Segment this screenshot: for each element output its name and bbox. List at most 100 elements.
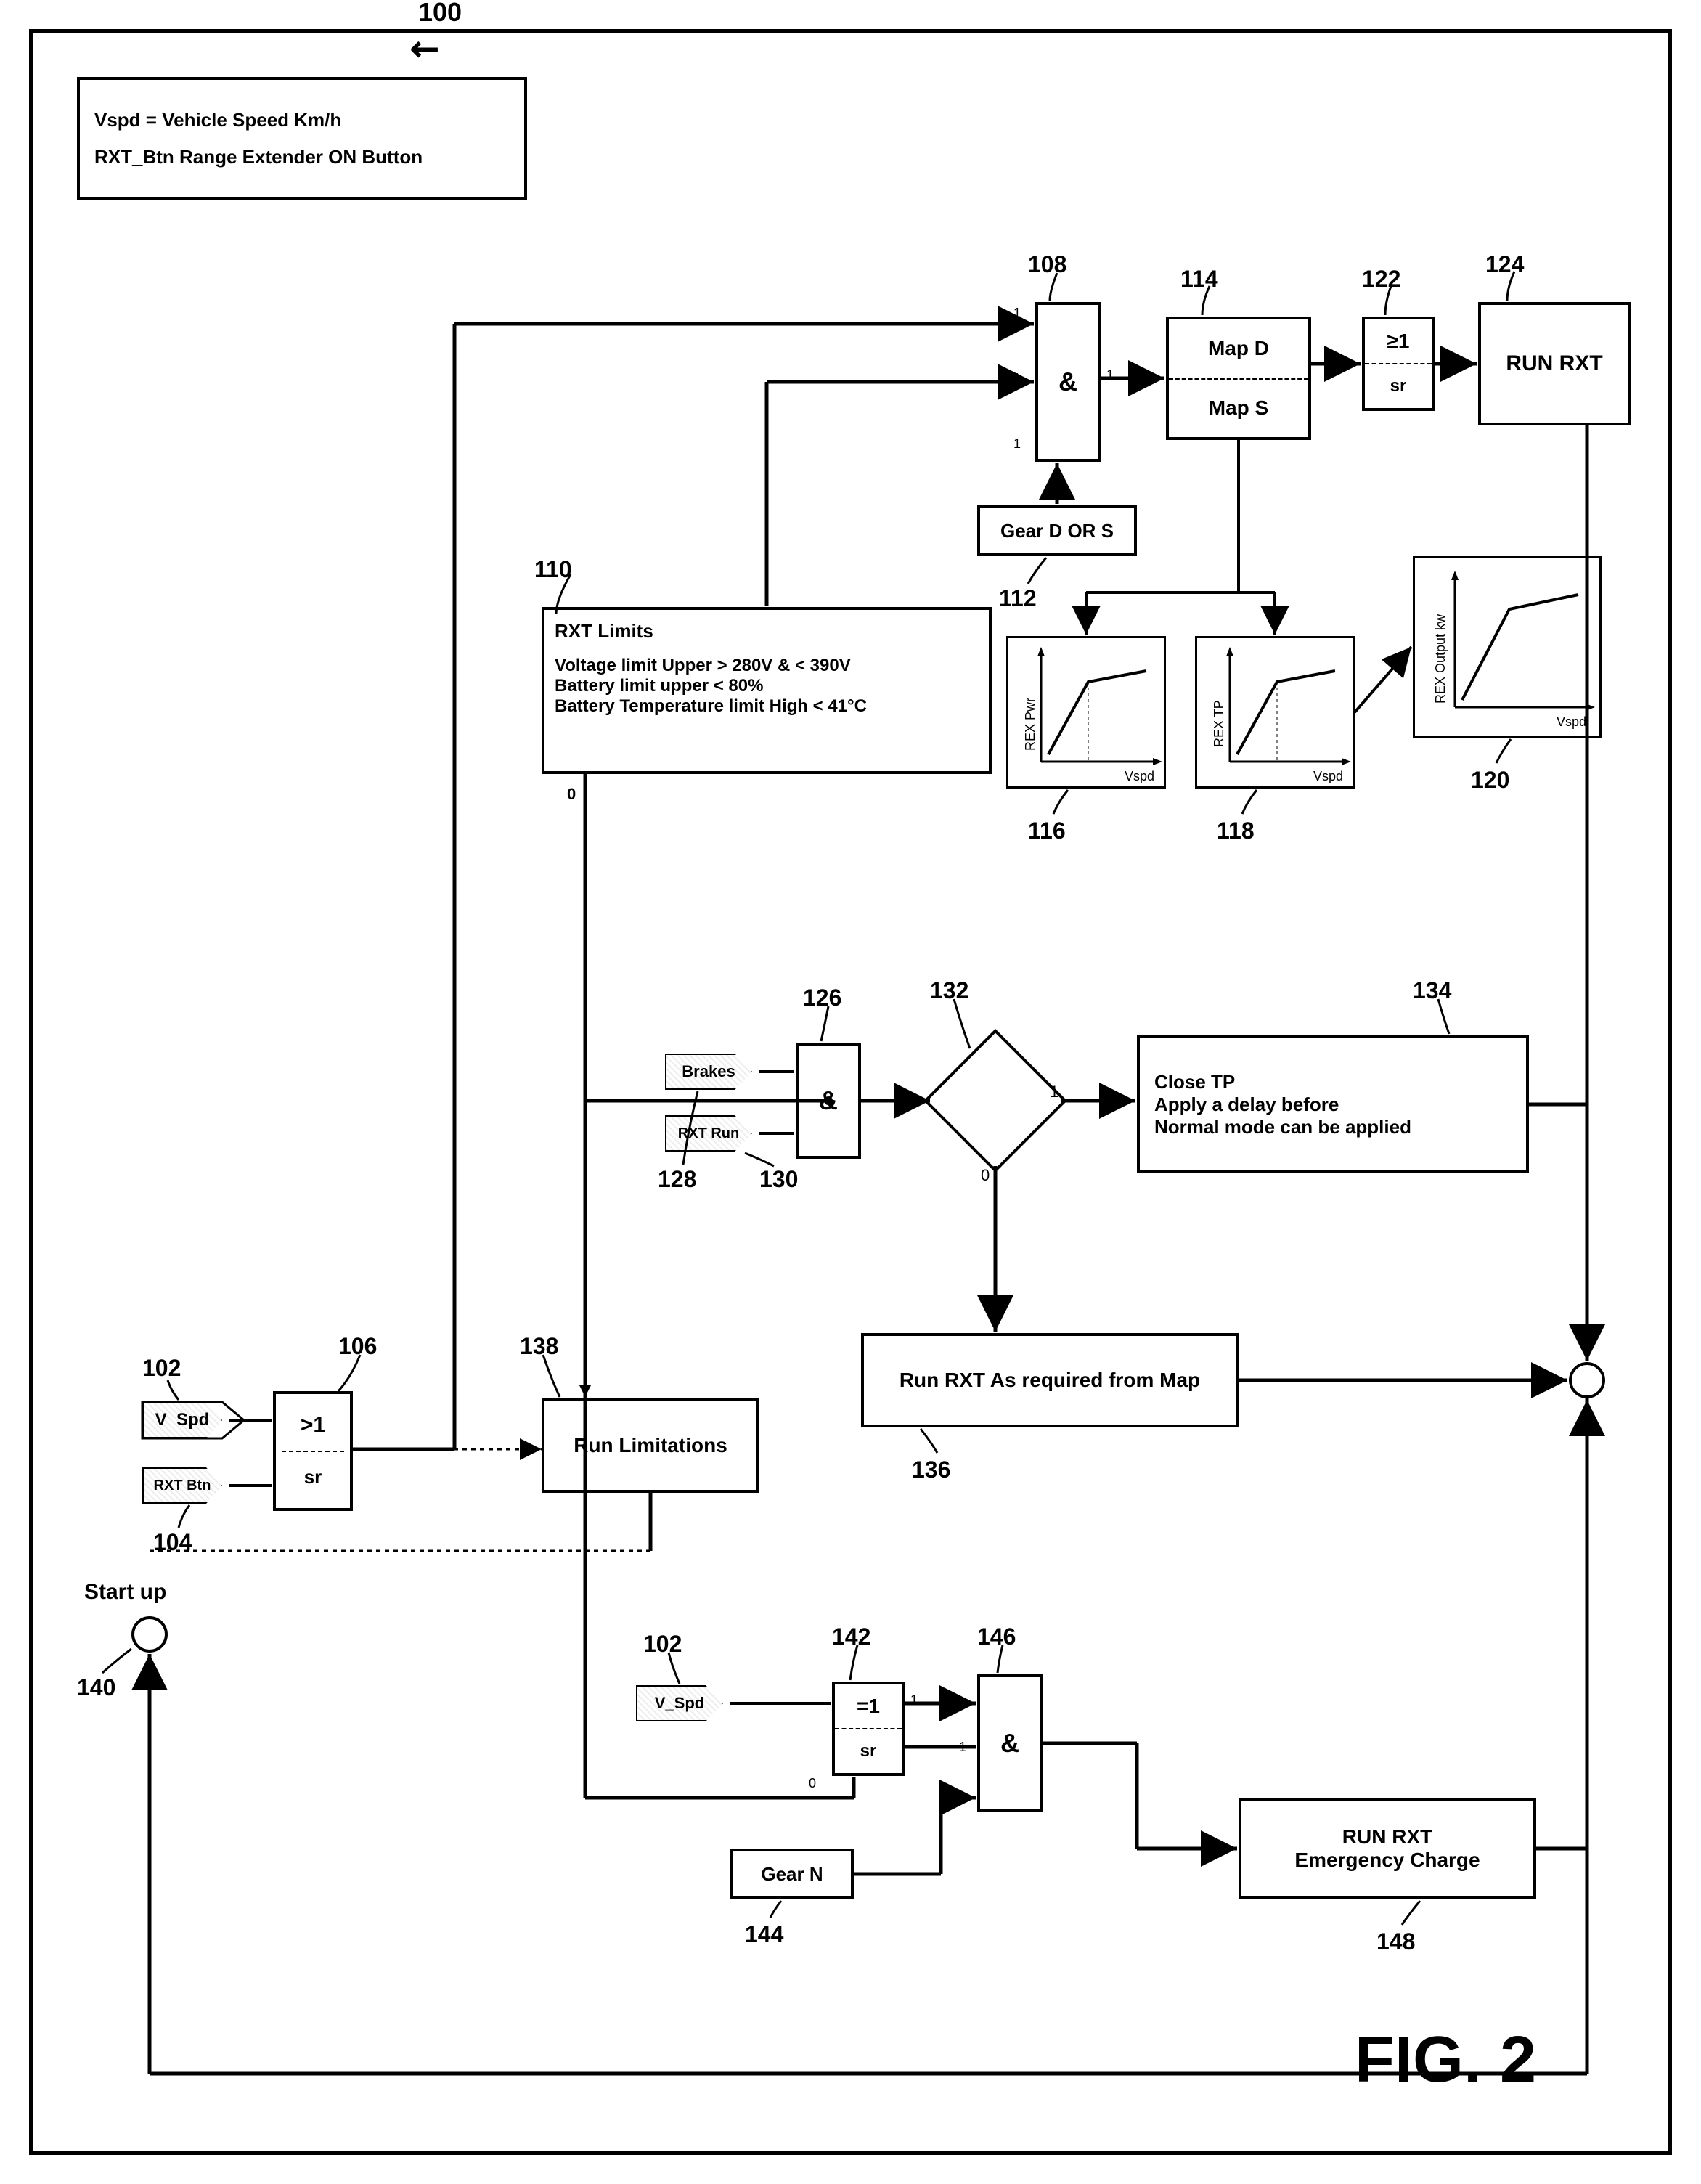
ref-142: 142 <box>832 1623 870 1650</box>
chart-118-xlabel: Vspd <box>1313 769 1343 784</box>
ref-100-arrow: ↘ <box>401 25 450 75</box>
ref-102: 102 <box>142 1355 181 1382</box>
input-rxtrun: RXT Run <box>665 1115 752 1152</box>
gate-106: >1 sr <box>273 1391 353 1511</box>
diamond-132 <box>923 1029 1067 1173</box>
map-s: Map S <box>1169 380 1308 438</box>
gate-126-op: & <box>819 1085 838 1116</box>
ref-138: 138 <box>520 1333 558 1360</box>
diamond-0: 0 <box>981 1166 990 1185</box>
input-vspd: V_Spd <box>142 1402 222 1438</box>
ref-120: 120 <box>1471 767 1509 794</box>
rxt-limits-l1: Voltage limit Upper > 280V & < 390V <box>555 656 851 676</box>
gate-108-in2: 1 <box>1013 371 1021 386</box>
run-map-text: Run RXT As required from Map <box>900 1369 1200 1392</box>
ref-104: 104 <box>153 1529 192 1556</box>
ref-100: 100 <box>418 0 462 28</box>
ref-130: 130 <box>759 1166 798 1193</box>
chart-120-ylabel: REX Output kw <box>1433 614 1448 704</box>
ref-116: 116 <box>1028 818 1066 844</box>
close-tp-l2: Apply a delay before <box>1154 1093 1339 1116</box>
gear-n-box: Gear N <box>730 1849 854 1899</box>
input-rxtrun-text: RXT Run <box>678 1125 739 1142</box>
gear-ds-box: Gear D OR S <box>977 505 1137 556</box>
run-lim-box: Run Limitations <box>542 1398 759 1493</box>
circle-140 <box>131 1616 168 1653</box>
gate-108-in1: 1 <box>1013 306 1021 321</box>
startup-label: Start up <box>84 1580 166 1605</box>
gate-108-in3: 1 <box>1013 436 1021 452</box>
merge-circle <box>1569 1362 1605 1398</box>
run-rxt-box: RUN RXT <box>1478 302 1631 425</box>
legend-box: Vspd = Vehicle Speed Km/h RXT_Btn Range … <box>77 77 527 200</box>
input-brakes-text: Brakes <box>682 1062 735 1081</box>
rxt-limits-l3: Battery Temperature limit High < 41°C <box>555 696 867 717</box>
close-tp-l3: Normal mode can be applied <box>1154 1116 1411 1138</box>
gate-142-sr: sr <box>860 1729 877 1773</box>
input-rxtbtn: RXT Btn <box>142 1467 222 1504</box>
chart-120: REX Output kw Vspd <box>1413 556 1602 738</box>
input-rxtbtn-text: RXT Btn <box>154 1478 211 1494</box>
fig-label: FIG. 2 <box>1355 2023 1536 2098</box>
ref-146: 146 <box>977 1623 1016 1650</box>
gate-146-op: & <box>1000 1728 1019 1759</box>
gear-ds-text: Gear D OR S <box>1000 520 1114 542</box>
gate-106-op: >1 <box>301 1400 325 1451</box>
chart-118-ylabel: REX TP <box>1212 700 1227 747</box>
diamond-1: 1 <box>1050 1083 1058 1101</box>
gear-n-text: Gear N <box>761 1863 823 1886</box>
chart-116-xlabel: Vspd <box>1125 769 1154 784</box>
gate-122: ≥1 sr <box>1362 317 1435 411</box>
ref-140: 140 <box>77 1674 115 1701</box>
gate-142-in0: 0 <box>809 1776 816 1791</box>
ref-134: 134 <box>1413 977 1451 1004</box>
close-tp-l1: Close TP <box>1154 1071 1235 1093</box>
run-map-box: Run RXT As required from Map <box>861 1333 1239 1427</box>
ref-136: 136 <box>912 1456 950 1483</box>
gate-146-in1: 1 <box>959 1696 966 1711</box>
emerg-box: RUN RXT Emergency Charge <box>1239 1798 1536 1899</box>
gate-122-sr: sr <box>1390 364 1407 408</box>
gate-142: =1 sr <box>832 1682 905 1776</box>
gate-142-out1: 1 <box>910 1692 918 1708</box>
ref-106: 106 <box>338 1333 377 1360</box>
chart-118: REX TP Vspd <box>1195 636 1355 789</box>
gate-146-in3: 1 <box>959 1790 966 1806</box>
ref-112: 112 <box>999 585 1037 612</box>
gate-126: & <box>796 1043 861 1159</box>
ref-118: 118 <box>1217 818 1255 844</box>
svg-text:0: 0 <box>567 785 576 803</box>
map-d: Map D <box>1169 319 1308 378</box>
run-rxt-text: RUN RXT <box>1506 351 1602 376</box>
input-vspd-text: V_Spd <box>155 1410 210 1430</box>
gate-122-op: ≥1 <box>1387 319 1410 363</box>
chart-120-xlabel: Vspd <box>1557 714 1586 730</box>
rxt-limits-box: RXT Limits Voltage limit Upper > 280V & … <box>542 607 992 774</box>
rxt-limits-title: RXT Limits <box>555 620 653 643</box>
gate-146-in2: 1 <box>959 1740 966 1755</box>
gate-108-out: 1 <box>1106 367 1114 383</box>
gate-108: & <box>1035 302 1101 462</box>
emerg-text: RUN RXT Emergency Charge <box>1294 1825 1480 1872</box>
ref-132: 132 <box>930 977 968 1004</box>
gate-146: & <box>977 1674 1043 1812</box>
ref-114: 114 <box>1180 266 1218 293</box>
diagram-canvas: 100 ↘ Vspd = Vehicle Speed Km/h RXT_Btn … <box>29 29 1672 2155</box>
input-vspd-2-text: V_Spd <box>655 1694 704 1713</box>
maps-box: Map D Map S <box>1166 317 1311 440</box>
ref-126: 126 <box>803 985 841 1011</box>
chart-116: REX Pwr Vspd <box>1006 636 1166 789</box>
ref-148: 148 <box>1376 1928 1415 1955</box>
gate-106-sr: sr <box>304 1452 322 1503</box>
legend-line1: Vspd = Vehicle Speed Km/h <box>94 109 341 131</box>
ref-128: 128 <box>658 1166 696 1193</box>
gate-108-op: & <box>1058 367 1077 397</box>
gate-142-op: =1 <box>857 1684 880 1728</box>
legend-line2: RXT_Btn Range Extender ON Button <box>94 146 423 168</box>
run-lim-text: Run Limitations <box>574 1434 727 1457</box>
close-tp-box: Close TP Apply a delay before Normal mod… <box>1137 1035 1529 1173</box>
input-brakes: Brakes <box>665 1054 752 1090</box>
ref-108: 108 <box>1028 251 1066 278</box>
ref-124: 124 <box>1485 251 1524 278</box>
chart-116-ylabel: REX Pwr <box>1023 698 1038 751</box>
